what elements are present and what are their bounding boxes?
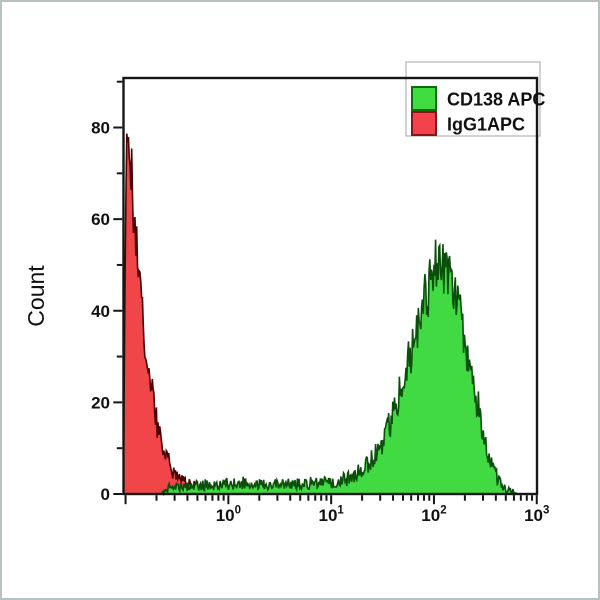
plot-border — [122, 76, 539, 496]
x-tick-label-10e1: 101 — [318, 505, 344, 526]
y-tick-label-60: 60 — [91, 210, 110, 229]
y-tick-label-0: 0 — [101, 485, 110, 504]
cd138-apc-histogram — [161, 239, 519, 497]
legend: CD138 APC IgG1APC — [411, 86, 545, 136]
legend-swatch-cd138 — [411, 86, 437, 111]
x-tick-label-10e3: 103 — [524, 505, 549, 526]
axes: 100 101 102 103 0 20 40 60 80 — [91, 80, 549, 526]
y-tick-label-20: 20 — [91, 393, 110, 412]
igg1-apc-histogram — [122, 133, 274, 496]
legend-swatch-igg1 — [411, 111, 437, 136]
legend-label-cd138: CD138 APC — [447, 90, 545, 110]
y-axis-title: Count — [23, 265, 49, 327]
legend-label-igg1: IgG1APC — [447, 115, 525, 135]
y-tick-label-80: 80 — [91, 119, 110, 138]
y-tick-label-40: 40 — [91, 302, 110, 321]
x-tick-label-10e0: 100 — [216, 505, 241, 526]
x-tick-label-10e2: 102 — [421, 505, 446, 526]
